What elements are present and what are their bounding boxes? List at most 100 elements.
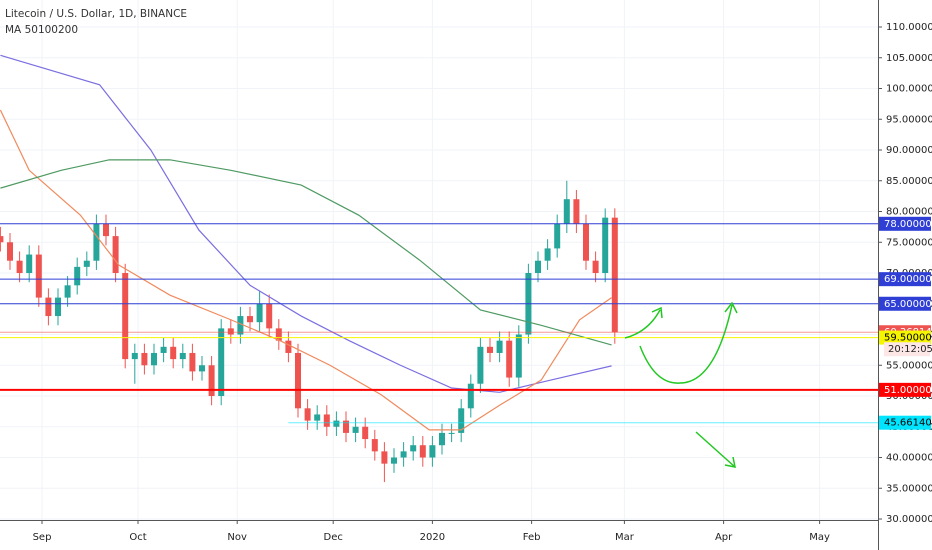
x-tick-label: Nov xyxy=(227,532,247,543)
candle-body xyxy=(439,432,445,446)
arrow-head xyxy=(724,301,738,314)
candle-body xyxy=(151,352,157,366)
candle-body xyxy=(544,248,551,261)
price-badge-label: 78.000000 xyxy=(884,219,932,230)
candle-body xyxy=(189,352,196,372)
candle-body xyxy=(16,260,23,274)
price-badge xyxy=(879,415,931,430)
price-badge-label: 69.000000 xyxy=(884,274,932,285)
candle-body xyxy=(467,383,474,409)
y-tick-label: 30.000000 xyxy=(886,514,932,525)
candle-body xyxy=(247,316,253,323)
candle-body xyxy=(141,352,148,366)
drawings xyxy=(624,301,738,468)
candle-body xyxy=(602,217,609,274)
moving-average xyxy=(0,109,612,431)
candle-body xyxy=(131,352,138,360)
y-tick-label: 35.000000 xyxy=(886,483,932,494)
candle-body xyxy=(26,254,33,274)
price-badge-label: 45.661406 xyxy=(884,418,932,429)
candle-body xyxy=(275,328,282,341)
candle-body xyxy=(7,242,13,261)
candle-body xyxy=(64,285,71,298)
price-badge xyxy=(879,330,931,345)
arrow-head xyxy=(724,456,736,468)
y-tick-label: 100.000000 xyxy=(886,84,932,95)
candle-body xyxy=(535,260,541,274)
y-tick-label: 55.000000 xyxy=(886,360,932,371)
candle-body xyxy=(218,328,225,397)
candle-body xyxy=(592,260,599,274)
arrow-up-small xyxy=(624,309,661,339)
countdown-badge xyxy=(884,342,930,357)
x-tick-label: 2020 xyxy=(420,532,445,543)
x-tick-label: Apr xyxy=(715,532,733,543)
candle-body xyxy=(371,439,378,452)
candle-body xyxy=(112,236,119,274)
candle-body xyxy=(35,254,42,298)
price-badge-label: 59.500000 xyxy=(884,333,932,344)
candle-body xyxy=(179,352,186,360)
y-tick-label: 80.000000 xyxy=(886,207,932,218)
x-tick-label: Dec xyxy=(324,532,343,543)
candle-body xyxy=(487,346,493,353)
candle-body xyxy=(285,340,292,353)
candle-body xyxy=(381,451,388,464)
candle-body xyxy=(304,408,311,421)
candle-body xyxy=(554,223,561,249)
candle-body xyxy=(391,457,397,464)
candle-body xyxy=(256,303,263,323)
moving-average xyxy=(0,159,612,346)
candle-body xyxy=(170,346,177,360)
indicator-label: MA 50100200 xyxy=(5,24,78,36)
candle-body xyxy=(506,340,513,378)
candle-body xyxy=(208,365,215,397)
candle-body xyxy=(362,426,369,440)
price-badge xyxy=(879,382,931,397)
candle-body xyxy=(122,273,129,360)
candle-body xyxy=(419,445,426,458)
x-tick-label: Mar xyxy=(615,532,635,543)
price-badge-label: 51.000000 xyxy=(884,385,932,396)
price-badge-label: 65.000000 xyxy=(884,299,932,310)
y-tick-label: 85.000000 xyxy=(886,176,932,187)
countdown: 20:12:05 xyxy=(888,344,932,355)
price-badge xyxy=(879,272,931,287)
price-badge xyxy=(879,216,931,231)
y-tick-label: 95.000000 xyxy=(886,114,932,125)
candle-body xyxy=(295,352,301,409)
x-tick-label: Feb xyxy=(523,532,541,543)
candle-body xyxy=(237,316,244,335)
y-tick-label: 75.000000 xyxy=(886,237,932,248)
candle-body xyxy=(400,451,407,458)
candle-body xyxy=(352,426,359,433)
x-tick-label: Sep xyxy=(33,532,52,543)
candle-body xyxy=(266,303,273,329)
price-badge xyxy=(879,296,931,311)
candle-body xyxy=(74,266,81,286)
candle-body xyxy=(55,297,61,317)
candle-body xyxy=(429,445,436,458)
arrow-head xyxy=(651,306,663,319)
candle-body xyxy=(227,328,234,335)
candle-body xyxy=(583,223,589,261)
candle-body xyxy=(611,217,618,333)
x-tick-label: May xyxy=(809,532,830,543)
candle-body xyxy=(563,199,570,224)
candle-body xyxy=(314,414,321,421)
candle-body xyxy=(83,260,90,267)
axes: 30.00000035.00000040.00000045.00000050.0… xyxy=(33,22,932,543)
arrow-u-curve xyxy=(639,304,733,384)
candle-body xyxy=(0,236,4,243)
candle-body xyxy=(410,445,417,452)
candle-body xyxy=(160,346,167,353)
candle-body xyxy=(93,223,100,261)
candle-body xyxy=(45,297,52,317)
candle-body xyxy=(515,334,522,378)
candle-body xyxy=(103,223,109,237)
x-tick-label: Oct xyxy=(129,532,146,543)
candle-body xyxy=(343,420,349,433)
candle-body xyxy=(458,408,465,433)
